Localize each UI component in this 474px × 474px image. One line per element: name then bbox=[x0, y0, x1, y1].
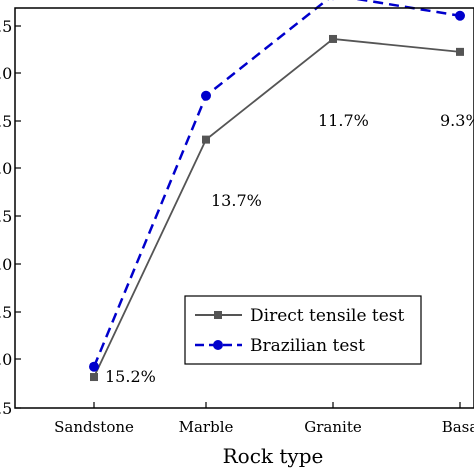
legend-label-direct-tensile: Direct tensile test bbox=[250, 306, 405, 326]
series-direct-tensile bbox=[90, 34, 464, 382]
y-tick-label: .0 bbox=[0, 350, 12, 369]
legend-item-brazilian: Brazilian test bbox=[195, 336, 365, 356]
y-tick-label: .5 bbox=[0, 399, 12, 418]
legend: Direct tensile test Brazilian test bbox=[184, 295, 422, 365]
data-point-square bbox=[329, 34, 337, 43]
series-brazilian bbox=[89, 0, 465, 372]
y-tick-label: .0 bbox=[0, 255, 12, 274]
legend-marker-square bbox=[214, 311, 222, 319]
data-point-square bbox=[456, 47, 464, 56]
legend-marker-circle bbox=[213, 340, 223, 350]
data-point-circle bbox=[455, 10, 465, 21]
x-ticks: Sandstone Marble Granite Basa bbox=[54, 402, 474, 436]
annotation-label: 15.2% bbox=[105, 367, 156, 386]
data-point-circle bbox=[89, 361, 99, 372]
annotation-label: 13.7% bbox=[211, 191, 262, 210]
series-line bbox=[93, 38, 461, 378]
x-tick-label: Basa bbox=[442, 418, 474, 436]
data-point-square bbox=[202, 135, 210, 144]
y-tick-label: .5 bbox=[0, 17, 12, 36]
y-tick-label: .5 bbox=[0, 303, 12, 322]
x-tick-label: Sandstone bbox=[54, 418, 134, 436]
y-tick-label: .5 bbox=[0, 112, 12, 131]
legend-box bbox=[184, 295, 422, 365]
data-point-square bbox=[90, 373, 98, 382]
y-tick-label: .0 bbox=[0, 159, 12, 178]
data-point-circle bbox=[201, 90, 211, 101]
legend-label-brazilian: Brazilian test bbox=[250, 336, 365, 356]
x-tick-label: Marble bbox=[179, 418, 234, 436]
x-tick-label: Granite bbox=[304, 418, 362, 436]
x-axis-label: Rock type bbox=[223, 444, 324, 468]
legend-item-direct-tensile: Direct tensile test bbox=[195, 306, 405, 326]
annotation-label: 11.7% bbox=[318, 111, 369, 130]
y-tick-label: .0 bbox=[0, 64, 12, 83]
y-tick-label: .5 bbox=[0, 207, 12, 226]
series-line bbox=[92, 0, 461, 368]
y-ticks: .5 .0 .5 .0 .5 .0 .5 .0 .5 bbox=[0, 17, 21, 418]
annotation-label: 9.3% bbox=[440, 111, 474, 130]
plot-frame bbox=[14, 7, 474, 409]
annotations: 15.2% 13.7% 11.7% 9.3% bbox=[105, 111, 474, 386]
